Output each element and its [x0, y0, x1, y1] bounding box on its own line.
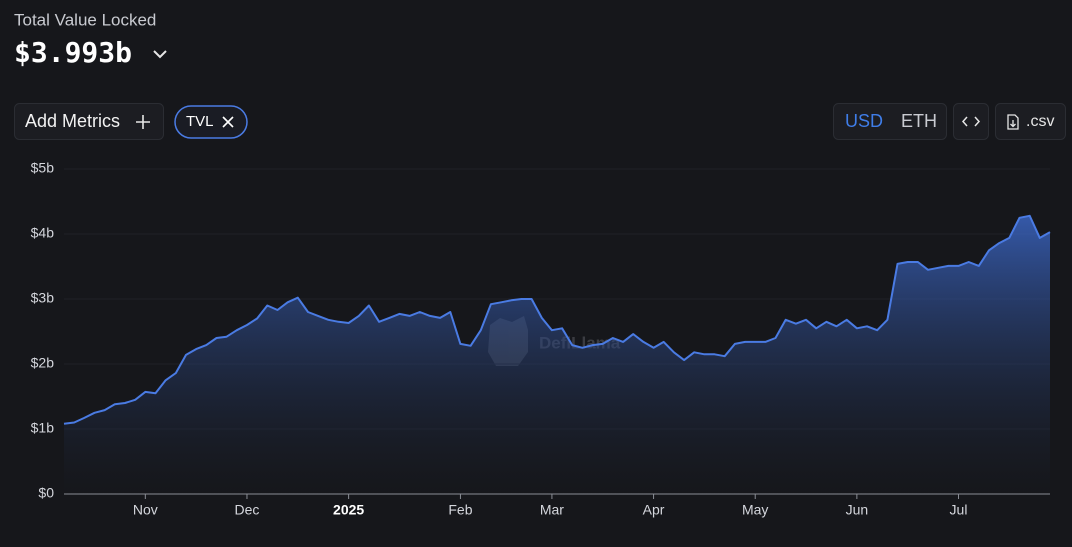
button-label[interactable]: .csv	[1026, 113, 1054, 130]
value-dropdown[interactable]	[153, 50, 167, 59]
x-tick-label: Feb	[448, 502, 472, 518]
add-metrics-button[interactable]: Add Metrics	[14, 103, 164, 140]
x-tick-label: Jul	[950, 502, 968, 518]
remove-icon[interactable]	[222, 116, 234, 128]
button-frame[interactable]	[14, 103, 164, 140]
y-tick-label: $1b	[31, 420, 55, 436]
plot-area: $0 $1b $2b $3b $4b $5b Nov Dec 2025 Feb Mar Apr May J…	[31, 160, 1051, 518]
currency-option[interactable]: USD	[845, 111, 883, 131]
x-tick-label: Jun	[846, 502, 869, 518]
tvl-value: $3.993b	[14, 36, 132, 69]
currency-option[interactable]: ETH	[901, 111, 937, 131]
currency-toggle	[833, 103, 947, 140]
x-tick-label: Dec	[235, 502, 260, 518]
y-tick-label: $0	[38, 485, 54, 501]
embed-button[interactable]	[953, 103, 989, 140]
area-fill	[64, 215, 1050, 495]
x-tick-label: Apr	[643, 502, 665, 518]
button-frame[interactable]	[995, 103, 1066, 140]
y-tick-label: $4b	[31, 225, 55, 241]
x-tick-label: May	[742, 502, 768, 518]
x-tick-label: Mar	[540, 502, 564, 518]
tvl-line	[63, 214, 1051, 425]
pill-label[interactable]: TVL	[186, 113, 214, 130]
y-tick-label: $3b	[31, 290, 55, 306]
button-label[interactable]: Add Metrics	[25, 111, 120, 131]
csv-button[interactable]: .csv	[995, 103, 1066, 140]
code-icon[interactable]	[961, 116, 981, 127]
metric-pill[interactable]: TVL	[174, 105, 248, 139]
y-tick-label: $2b	[31, 355, 55, 371]
tvl-title: Total Value Locked	[14, 10, 156, 29]
pill-frame[interactable]	[174, 105, 248, 139]
plus-icon[interactable]	[136, 115, 150, 129]
button-frame[interactable]	[953, 103, 989, 140]
x-tick-label: 2025	[333, 502, 364, 518]
x-tick-label: Nov	[133, 502, 158, 518]
y-tick-label: $5b	[31, 160, 55, 176]
download-icon[interactable]	[1007, 114, 1019, 130]
